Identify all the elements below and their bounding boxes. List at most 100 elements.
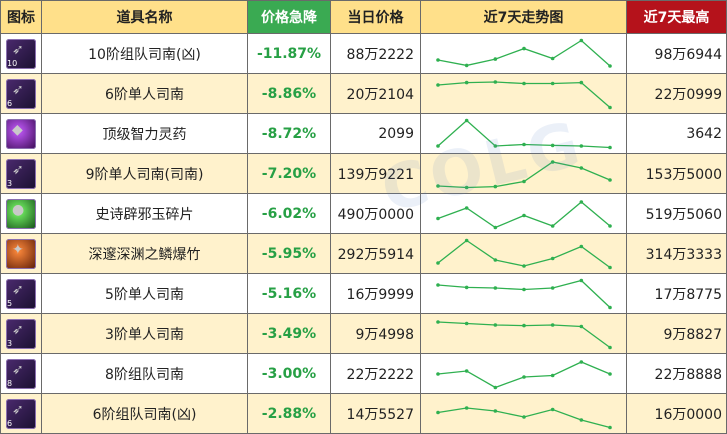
today-price: 14万5527 [331, 394, 421, 434]
table-row[interactable]: ✦ 深邃深渊之鳞爆竹 -5.95% 292万5914 314万3333 [0, 234, 727, 274]
week-high: 9万8827 [627, 314, 727, 354]
header-price[interactable]: 当日价格 [331, 0, 421, 34]
trend-chart-cell [421, 194, 627, 234]
trumpet-icon: ➶ 8 [6, 358, 36, 389]
table-row[interactable]: ● 史诗辟邪玉碎片 -6.02% 490万0000 519万5060 [0, 194, 727, 234]
trend-point [435, 57, 440, 62]
item-name[interactable]: 3阶单人司南 [42, 314, 248, 354]
week-high: 22万0999 [627, 74, 727, 114]
table-row[interactable]: ➶ 10 10阶组队司南(凶) -11.87% 88万2222 98万6944 [0, 34, 727, 74]
trend-point [579, 199, 583, 204]
price-drop: -3.00% [248, 354, 331, 394]
trend-point [607, 105, 612, 109]
trend-point [550, 322, 554, 327]
trend-point [464, 285, 468, 289]
week-high: 314万3333 [627, 234, 727, 274]
item-name[interactable]: 深邃深渊之鳞爆竹 [42, 234, 248, 274]
trend-point [464, 368, 468, 373]
icon-glyph: ◆ [12, 121, 23, 138]
today-price: 292万5914 [331, 234, 421, 274]
potion-icon: ◆ [6, 118, 36, 149]
table-row[interactable]: ◆ 顶级智力灵药 -8.72% 2099 3642 [0, 114, 727, 154]
trend-chart-cell [421, 354, 627, 394]
table-row[interactable]: ➶ 5 5阶单人司南 -5.16% 16万9999 17万8775 [0, 274, 727, 314]
table-row[interactable]: ➶ 8 8阶组队司南 -3.00% 22万2222 22万8888 [0, 354, 727, 394]
item-name[interactable]: 顶级智力灵药 [42, 114, 248, 154]
trend-point [521, 46, 526, 50]
item-name[interactable]: 史诗辟邪玉碎片 [42, 194, 248, 234]
trend-point [435, 319, 440, 324]
jade-icon: ● [6, 198, 36, 229]
table-row[interactable]: ➶ 6 6阶组队司南(凶) -2.88% 14万5527 16万0000 [0, 394, 727, 434]
trend-sparkline [435, 405, 612, 429]
trend-point [493, 322, 497, 327]
trend-sparkline [435, 359, 612, 389]
trend-point [550, 81, 554, 85]
table-row[interactable]: ➶ 3 9阶单人司南(司南) -7.20% 139万9221 153万5000 [0, 154, 727, 194]
item-name[interactable]: 6阶单人司南 [42, 74, 248, 114]
trend-line [437, 80, 610, 108]
item-name[interactable]: 6阶组队司南(凶) [42, 394, 248, 434]
trend-point [550, 373, 554, 377]
table-row[interactable]: ➶ 3 3阶单人司南 -3.49% 9万4998 9万8827 [0, 314, 727, 354]
trend-point [579, 278, 583, 282]
icon-glyph: ➶ [12, 41, 24, 58]
item-name[interactable]: 10阶组队司南(凶) [42, 34, 248, 74]
header-high[interactable]: 近7天最高 [627, 0, 727, 34]
icon-level: 10 [7, 58, 18, 68]
trend-line [437, 39, 610, 66]
trend-point [579, 38, 583, 42]
header-drop[interactable]: 价格急降 [248, 0, 331, 34]
item-name[interactable]: 9阶单人司南(司南) [42, 154, 248, 194]
trend-point [464, 405, 468, 410]
today-price: 20万2104 [331, 74, 421, 114]
price-drop: -5.16% [248, 274, 331, 314]
trend-point [550, 56, 554, 60]
trend-point [579, 143, 583, 148]
item-name[interactable]: 5阶单人司南 [42, 274, 248, 314]
trend-point [521, 323, 526, 327]
trend-point [607, 223, 612, 228]
trend-point [521, 179, 526, 183]
trend-point [435, 260, 440, 265]
item-icon-cell: ● [0, 194, 42, 234]
trend-point [435, 282, 440, 287]
header-icon: 图标 [0, 0, 42, 34]
trend-point [607, 63, 612, 68]
item-icon-cell: ➶ 6 [0, 394, 42, 434]
icon-level: 5 [7, 298, 13, 308]
trend-chart-cell [421, 274, 627, 314]
item-name[interactable]: 8阶组队司南 [42, 354, 248, 394]
item-icon-cell: ➶ 3 [0, 314, 42, 354]
header-trend: 近7天走势图 [421, 0, 627, 34]
trend-point [579, 359, 583, 364]
trend-chart-cell [421, 234, 627, 274]
today-price: 9万4998 [331, 314, 421, 354]
trend-point [435, 143, 440, 148]
price-drop: -8.72% [248, 114, 331, 154]
price-drop: -11.87% [248, 34, 331, 74]
today-price: 490万0000 [331, 194, 421, 234]
icon-glyph: ➶ [12, 161, 24, 178]
trend-point [521, 414, 526, 419]
table-row[interactable]: ➶ 6 6阶单人司南 -8.86% 20万2104 22万0999 [0, 74, 727, 114]
table-header: 图标 道具名称 价格急降 当日价格 近7天走势图 近7天最高 [0, 0, 727, 34]
trend-sparkline [435, 319, 612, 349]
trend-point [493, 56, 497, 61]
trend-sparkline [435, 118, 612, 149]
trend-point [550, 223, 554, 228]
icon-level: 6 [7, 98, 13, 108]
trend-point [579, 417, 583, 422]
item-icon-cell: ➶ 8 [0, 354, 42, 394]
today-price: 2099 [331, 114, 421, 154]
trend-line [437, 160, 610, 188]
trend-point [435, 183, 440, 188]
trend-line [437, 239, 610, 268]
price-drop: -3.49% [248, 314, 331, 354]
item-icon-cell: ➶ 10 [0, 34, 42, 74]
trend-point [493, 408, 497, 413]
trumpet-icon: ➶ 3 [6, 318, 36, 349]
icon-level: 3 [7, 338, 13, 348]
item-icon-cell: ➶ 6 [0, 74, 42, 114]
trend-point [464, 118, 468, 122]
